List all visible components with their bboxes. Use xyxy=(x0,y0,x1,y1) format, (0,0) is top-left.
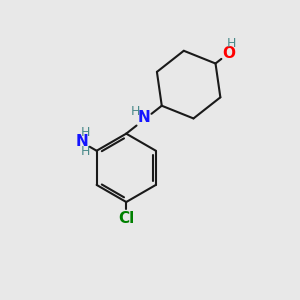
Text: H: H xyxy=(81,145,90,158)
Text: O: O xyxy=(222,46,235,61)
Text: N: N xyxy=(76,134,89,148)
Text: H: H xyxy=(81,126,90,139)
Text: H: H xyxy=(227,38,236,50)
Text: Cl: Cl xyxy=(118,211,134,226)
Text: H: H xyxy=(130,105,140,118)
Text: N: N xyxy=(138,110,150,125)
